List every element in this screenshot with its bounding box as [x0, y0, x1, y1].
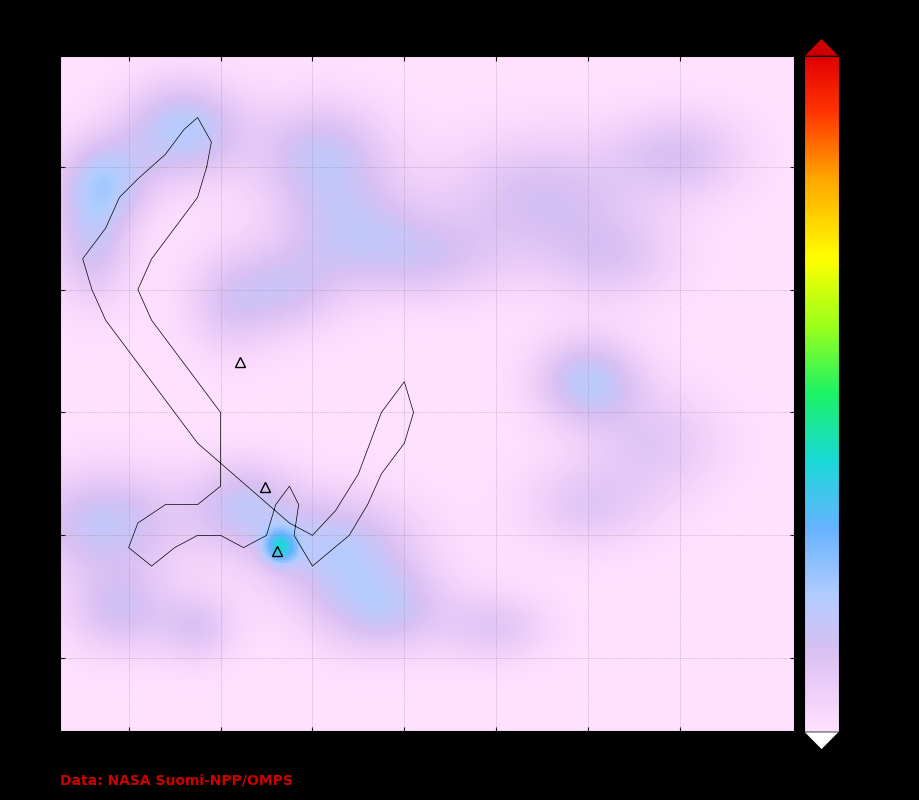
- Text: SO₂ mass: 0.000 kt; SO₂ max: 0.52 DU at lon: 15.29 lat: 37.82 ; 11:34UTC: SO₂ mass: 0.000 kt; SO₂ max: 0.52 DU at …: [172, 44, 683, 58]
- Text: Suomi NPP/OMPS - 02/20/2024 11:33-13:17 UT: Suomi NPP/OMPS - 02/20/2024 11:33-13:17 …: [173, 20, 682, 39]
- Text: Data: NASA Suomi-NPP/OMPS: Data: NASA Suomi-NPP/OMPS: [60, 774, 292, 788]
- Y-axis label: PCA SO₂ column TRM [DU]: PCA SO₂ column TRM [DU]: [879, 302, 893, 486]
